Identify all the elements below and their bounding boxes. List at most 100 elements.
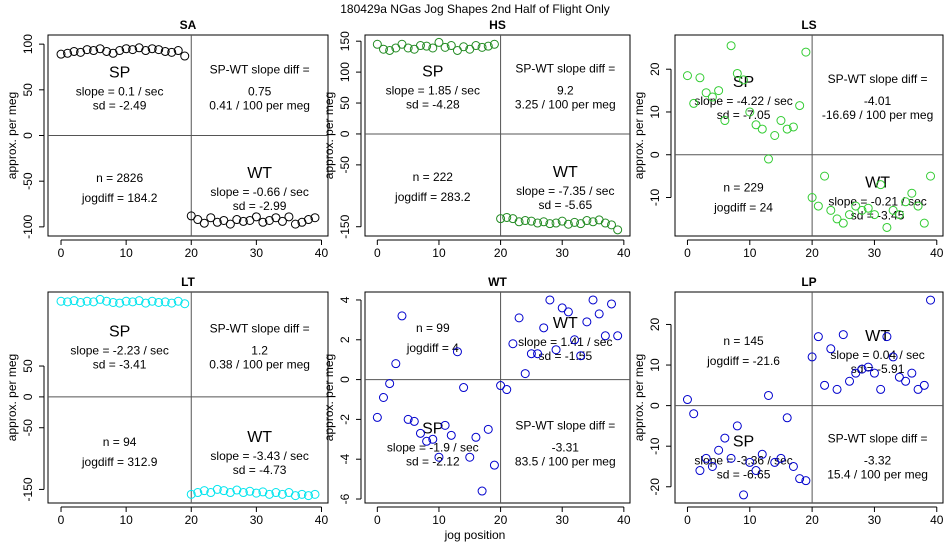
x-tick-label: 10: [119, 513, 133, 527]
x-tick-label: 30: [556, 246, 570, 260]
data-point: [496, 214, 506, 224]
data-point: [115, 298, 125, 308]
x-tick-label: 40: [617, 513, 631, 527]
data-point: [397, 39, 407, 49]
data-point: [520, 216, 530, 226]
data-point: [926, 295, 936, 305]
plot-frame: [364, 291, 631, 504]
data-point: [303, 491, 313, 501]
data-point: [225, 219, 235, 229]
y-tick-label: 0: [648, 402, 662, 409]
data-point: [863, 203, 873, 213]
data-point: [826, 344, 836, 354]
y-tick-label: 100: [21, 34, 35, 54]
data-point: [284, 212, 294, 222]
y-tick-label: -100: [21, 215, 35, 239]
wt-slope: slope = 0.04 / sec: [830, 348, 924, 362]
y-tick-label: 50: [21, 83, 35, 97]
data-point: [613, 331, 623, 341]
n-count: n = 94: [103, 435, 137, 449]
data-point: [907, 368, 917, 378]
data-point: [539, 323, 549, 333]
data-point: [926, 171, 936, 181]
panel-ls: LS 0 10 20 30 40 -10 0 10 20 approx. per meg SP slop…: [632, 18, 944, 260]
slope-diff-per: 83.5 / 100 per meg: [515, 454, 616, 468]
wt-sd: sd = -2.99: [233, 199, 287, 213]
data-point: [378, 393, 388, 402]
data-point: [770, 131, 780, 140]
slope-diff-per: 0.38 / 100 per meg: [209, 357, 310, 371]
data-point: [695, 466, 705, 476]
data-point: [102, 46, 112, 56]
y-tick-label: -50: [21, 419, 35, 437]
y-tick-label: 10: [648, 105, 662, 119]
sp-sd: sd = -7.05: [717, 108, 771, 122]
data-point: [739, 490, 749, 500]
y-tick-label: 0: [21, 132, 35, 139]
data-point: [154, 297, 164, 307]
y-tick-label: -50: [338, 156, 352, 174]
data-point: [832, 214, 842, 224]
x-tick-label: 20: [185, 513, 199, 527]
data-point: [782, 124, 792, 134]
y-tick-label: 2: [338, 336, 352, 343]
data-point: [225, 488, 235, 498]
y-axis-label: approx. per meg: [5, 92, 19, 179]
wt-slope: slope = -0.21 / sec: [828, 194, 926, 208]
data-point: [901, 197, 911, 207]
slope-diff-per: 15.4 / 100 per meg: [827, 467, 928, 481]
n-count: n = 145: [723, 334, 764, 348]
data-point: [89, 297, 99, 307]
y-tick-label: 150: [338, 31, 352, 51]
data-point: [160, 297, 170, 307]
data-point: [526, 349, 536, 359]
data-point: [526, 216, 536, 226]
data-point: [108, 297, 118, 307]
data-point: [732, 68, 742, 78]
wt-sd: sd = -5.65: [538, 198, 592, 212]
data-point: [576, 351, 586, 361]
y-axis-label: approx. per meg: [5, 354, 19, 441]
x-tick-label: 20: [805, 246, 819, 260]
data-point: [63, 297, 73, 307]
slope-diff-per: -16.69 / 100 per meg: [822, 108, 933, 122]
data-point: [69, 46, 79, 56]
y-tick-label: -2: [338, 414, 352, 425]
data-point: [851, 201, 861, 211]
slope-diff-value: -4.01: [864, 94, 892, 108]
wt-label: WT: [553, 315, 578, 332]
data-point: [434, 452, 444, 462]
panel-title: LT: [181, 275, 195, 289]
data-point: [838, 218, 848, 228]
data-point: [173, 296, 183, 306]
data-point: [600, 331, 610, 341]
data-point: [258, 217, 268, 227]
plot-frame: [674, 34, 944, 237]
data-point: [776, 453, 786, 463]
sp-slope: slope = 0.1 / sec: [76, 84, 164, 98]
slope-diff-title: SP-WT slope diff =: [828, 72, 928, 86]
sp-label: SP: [109, 323, 130, 340]
data-point: [446, 41, 456, 51]
data-point: [167, 298, 177, 308]
wt-label: WT: [247, 165, 272, 182]
data-point: [557, 303, 567, 313]
data-point: [563, 219, 573, 229]
y-tick-label: 0: [21, 393, 35, 400]
x-tick-label: 40: [930, 513, 944, 527]
data-point: [788, 461, 798, 471]
data-point: [452, 347, 462, 357]
data-point: [857, 205, 867, 215]
data-point: [471, 432, 481, 442]
data-point: [776, 116, 786, 126]
jogdiff: jogdiff = 283.2: [394, 190, 471, 204]
wt-sd: sd = -4.73: [233, 463, 287, 477]
data-point: [290, 491, 300, 501]
data-point: [89, 46, 99, 56]
slope-diff-title: SP-WT slope diff =: [828, 431, 928, 445]
data-point: [588, 295, 598, 305]
data-point: [422, 436, 432, 446]
x-tick-label: 0: [58, 246, 65, 260]
x-tick-label: 20: [805, 513, 819, 527]
y-tick-label: -4: [338, 454, 352, 465]
